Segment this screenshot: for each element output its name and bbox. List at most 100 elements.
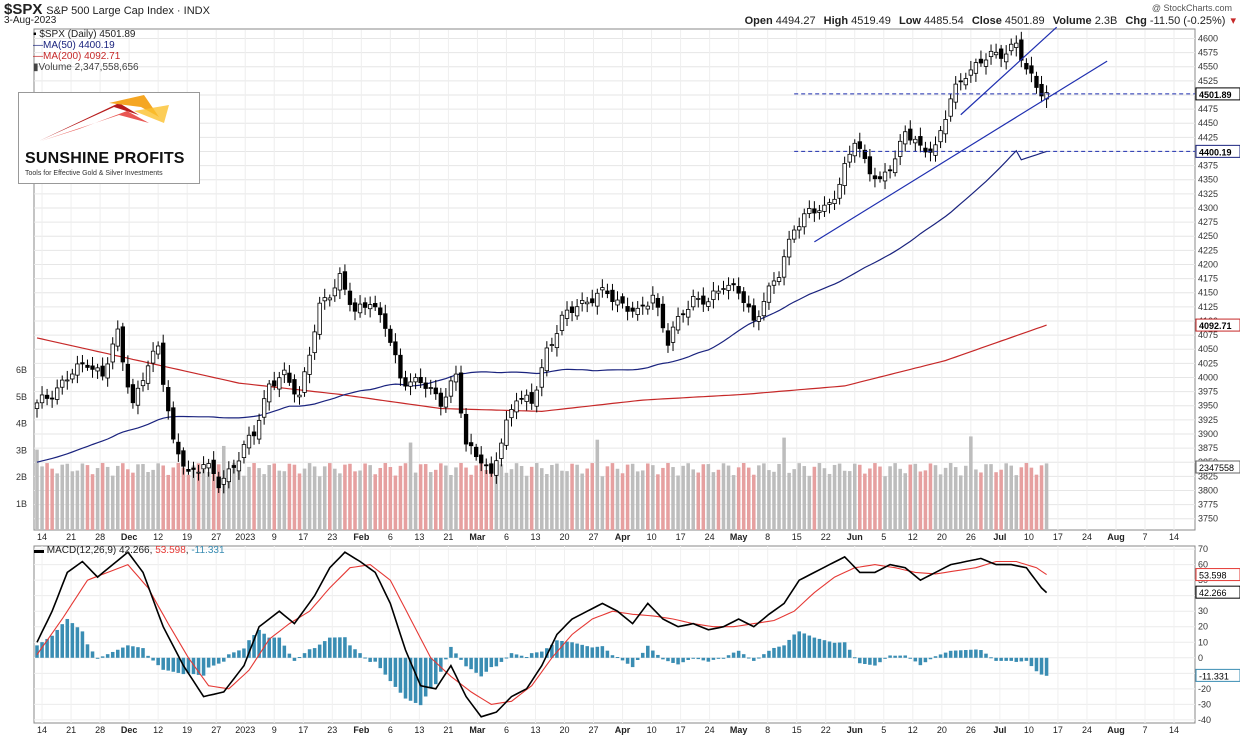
candle-body: [494, 460, 499, 476]
x-tick-label: 12: [153, 532, 163, 542]
macd-histogram-bar: [413, 657, 418, 703]
candle-body: [1019, 39, 1024, 61]
volume-bar: [403, 463, 408, 530]
candle-body: [433, 387, 438, 395]
x-tick-label: 28: [95, 532, 105, 542]
volume-bar: [499, 464, 504, 530]
volume-tag-box: [1195, 460, 1240, 474]
x-tick-label: 14: [1169, 532, 1179, 542]
volume-bar: [60, 464, 65, 530]
macd-histogram-bar: [706, 657, 711, 662]
candle-body: [55, 387, 60, 400]
macd-histogram-bar: [893, 655, 897, 658]
macd-histogram-bar: [45, 638, 49, 658]
volume-bar: [908, 464, 913, 530]
price-tick-label: 4350: [1198, 175, 1218, 185]
macd-histogram-bar: [918, 657, 923, 666]
macd-histogram-bar: [484, 657, 489, 672]
macd-histogram-bar: [85, 644, 90, 658]
chart-date: 3-Aug-2023: [4, 15, 57, 26]
x-tick-label: 20: [559, 725, 569, 735]
candle-body: [943, 119, 948, 135]
candle-body: [953, 83, 958, 103]
volume-bar: [65, 463, 70, 530]
candle-body: [721, 288, 726, 290]
candle-body: [524, 394, 529, 402]
volume-bar: [746, 467, 751, 530]
volume-bar: [630, 463, 635, 530]
candle-body: [65, 379, 70, 382]
macd-histogram-bar: [216, 657, 221, 664]
macd-histogram-bar: [802, 633, 807, 658]
macd-histogram-bar: [752, 657, 756, 661]
candle-body: [595, 292, 600, 307]
candle-body: [251, 431, 257, 437]
candle-body: [383, 313, 388, 329]
candle-body: [312, 331, 317, 354]
candle-body: [468, 442, 474, 447]
legend-price: ▪ $SPX (Daily) 4501.89: [33, 29, 136, 40]
volume-tick-label: 1B: [16, 499, 27, 509]
low-value: 4485.54: [924, 15, 964, 27]
x-tick-label: 10: [647, 725, 657, 735]
volume-bar: [191, 465, 196, 530]
macd-histogram-bar: [969, 649, 973, 658]
macd-histogram-bar: [368, 657, 372, 662]
volume-bar: [262, 474, 266, 530]
macd-histogram-bar: [635, 657, 640, 660]
candle-body: [292, 379, 297, 395]
volume-bar: [121, 463, 125, 530]
x-tick-label: 23: [327, 725, 337, 735]
volume-bar: [847, 471, 852, 530]
volume-bar: [257, 468, 261, 530]
macd-histogram-bar: [878, 657, 882, 663]
x-tick-label: 21: [66, 725, 76, 735]
price-tick-label: 4300: [1198, 203, 1218, 213]
candle-body: [80, 362, 85, 365]
macd-histogram-bar: [656, 654, 660, 658]
volume-bar: [550, 464, 554, 530]
price-tick-label: 4475: [1198, 104, 1218, 114]
candle-body: [691, 296, 696, 308]
macd-histogram-bar: [247, 640, 251, 658]
macd-histogram-bar: [979, 650, 983, 658]
volume-bar: [1019, 467, 1024, 530]
macd-histogram-bar: [277, 637, 282, 658]
candle-body: [125, 363, 131, 388]
macd-value-tag-box: [1195, 568, 1240, 582]
x-tick-label: Apr: [615, 725, 631, 735]
volume-bar: [418, 464, 423, 530]
volume-bar: [181, 467, 186, 530]
volume-bar: [782, 437, 786, 530]
candle-body: [761, 301, 767, 317]
candle-body: [923, 147, 928, 153]
candle-body: [822, 204, 827, 212]
candle-body: [519, 397, 524, 400]
volume-bar: [757, 465, 761, 530]
copyright: @ StockCharts.com: [1151, 3, 1232, 13]
macd-histogram-bar: [671, 657, 675, 663]
trendline: [814, 60, 1108, 243]
x-tick-label: 24: [705, 532, 715, 542]
price-tick-label: 3775: [1198, 500, 1218, 510]
macd-histogram-bar: [141, 648, 145, 658]
symbol: $SPX: [4, 1, 43, 18]
volume-bar: [953, 467, 958, 530]
volume-bar: [227, 469, 231, 530]
volume-bar: [232, 463, 236, 530]
macd-histogram-bar: [610, 655, 615, 658]
candle-body: [837, 183, 842, 199]
candle-body: [489, 463, 494, 474]
macd-tick-label: 70: [1198, 544, 1208, 554]
volume-bar: [863, 473, 867, 530]
candle-body: [277, 377, 282, 390]
macd-histogram-bar: [373, 657, 377, 662]
candle-body: [267, 383, 272, 403]
x-tick-label: 17: [676, 532, 686, 542]
macd-histogram-bar: [1019, 657, 1024, 662]
volume-bar: [489, 471, 494, 530]
candle-body: [615, 299, 620, 306]
volume-bar: [696, 472, 701, 530]
macd-histogram-bar: [615, 657, 620, 659]
